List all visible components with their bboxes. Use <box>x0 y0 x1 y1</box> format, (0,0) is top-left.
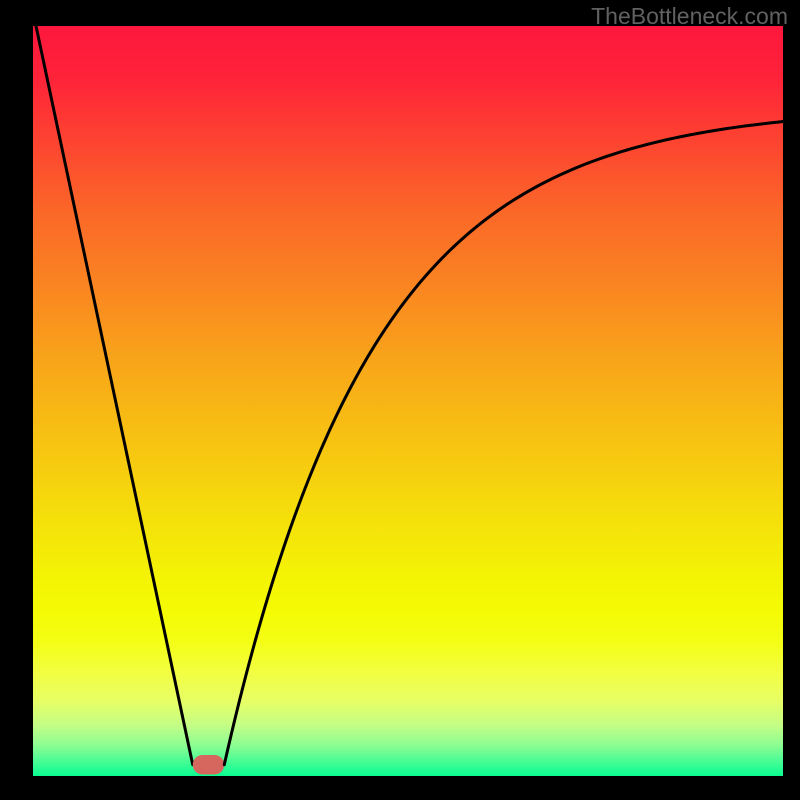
outer-frame: TheBottleneck.com <box>0 0 800 800</box>
bottleneck-chart <box>33 26 783 776</box>
watermark-text: TheBottleneck.com <box>591 3 788 30</box>
